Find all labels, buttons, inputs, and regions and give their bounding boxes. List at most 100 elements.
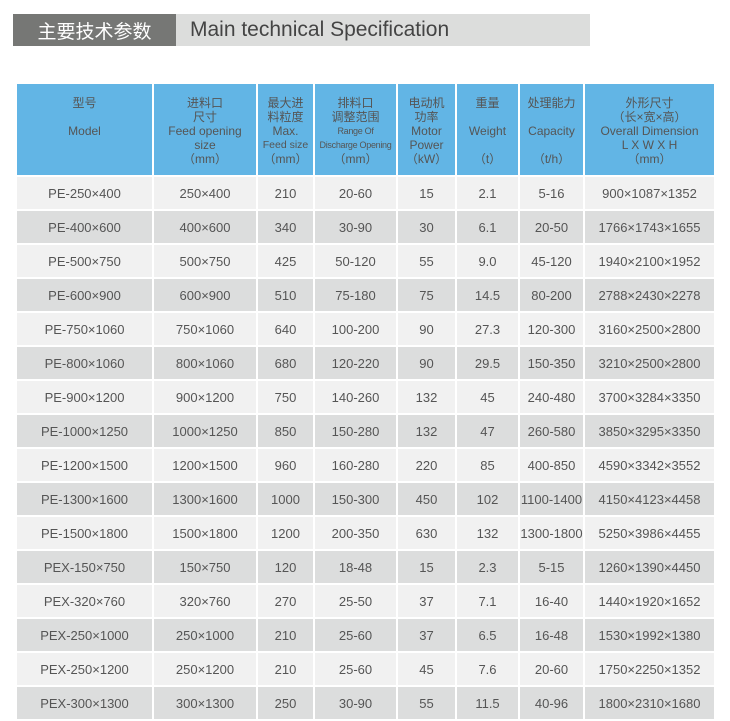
cell-capacity: 260-580 xyxy=(518,413,585,449)
header-line: Power xyxy=(409,138,444,152)
cell-capacity: 20-60 xyxy=(518,651,585,687)
header-line xyxy=(520,110,583,124)
header-line: （长×宽×高） xyxy=(612,110,687,124)
header-max-feed-size: 最大进 料粒度 Max. Feed size （mm） xyxy=(256,82,315,177)
header-line xyxy=(457,110,518,124)
cell-discharge-range: 25-50 xyxy=(313,583,398,619)
cell-capacity: 1300-1800 xyxy=(518,515,585,551)
header-line: 电动机 xyxy=(408,96,445,110)
cell-capacity: 400-850 xyxy=(518,447,585,483)
cell-max-feed-size: 1000 xyxy=(256,481,315,517)
cell-motor-power: 90 xyxy=(396,345,457,381)
cell-discharge-range: 25-60 xyxy=(313,617,398,653)
cell-motor-power: 450 xyxy=(396,481,457,517)
cell-discharge-range: 30-90 xyxy=(313,209,398,245)
cell-capacity: 16-48 xyxy=(518,617,585,653)
cell-feed-opening: 250×400 xyxy=(152,175,258,211)
header-line: （mm） xyxy=(333,152,378,166)
cell-weight: 29.5 xyxy=(455,345,520,381)
cell-feed-opening: 1300×1600 xyxy=(152,481,258,517)
cell-overall-dimension: 4150×4123×4458 xyxy=(583,481,716,517)
cell-motor-power: 55 xyxy=(396,685,457,721)
cell-capacity: 16-40 xyxy=(518,583,585,619)
table-row: PEX-250×1200 250×1200 210 25-60 45 7.6 20-60 17… xyxy=(15,651,716,687)
cell-max-feed-size: 1200 xyxy=(256,515,315,551)
cell-model: PE-800×1060 xyxy=(15,345,154,381)
cell-motor-power: 15 xyxy=(396,549,457,585)
cell-weight: 45 xyxy=(455,379,520,415)
header-line: （mm） xyxy=(263,152,308,166)
cell-discharge-range: 18-48 xyxy=(313,549,398,585)
cell-feed-opening: 1500×1800 xyxy=(152,515,258,551)
cell-model: PE-1300×1600 xyxy=(15,481,154,517)
header-line: size xyxy=(194,138,216,152)
title-chinese: 主要技术参数 xyxy=(13,14,176,46)
table-body: PE-250×400 250×400 210 20-60 15 2.1 5-16 900×10… xyxy=(15,175,716,721)
cell-discharge-range: 140-260 xyxy=(313,379,398,415)
cell-model: PEX-300×1300 xyxy=(15,685,154,721)
cell-weight: 7.1 xyxy=(455,583,520,619)
header-line: Range Of xyxy=(337,126,374,136)
cell-feed-opening: 1000×1250 xyxy=(152,413,258,449)
header-line: Max. xyxy=(272,124,299,138)
table-row: PE-1200×1500 1200×1500 960 160-280 220 85 400-… xyxy=(15,447,716,483)
table-row: PE-250×400 250×400 210 20-60 15 2.1 5-16 900×10… xyxy=(15,175,716,211)
cell-discharge-range: 100-200 xyxy=(313,311,398,347)
header-weight: 重量 Weight （t） xyxy=(455,82,520,177)
cell-max-feed-size: 120 xyxy=(256,549,315,585)
cell-capacity: 5-16 xyxy=(518,175,585,211)
header-line: （mm） xyxy=(183,152,227,166)
cell-overall-dimension: 1750×2250×1352 xyxy=(583,651,716,687)
cell-capacity: 1100-1400 xyxy=(518,481,585,517)
cell-max-feed-size: 960 xyxy=(256,447,315,483)
table-row: PE-900×1200 900×1200 750 140-260 132 45 240-48… xyxy=(15,379,716,415)
cell-overall-dimension: 1440×1920×1652 xyxy=(583,583,716,619)
title-bar: 主要技术参数 Main technical Specification xyxy=(13,14,590,46)
cell-motor-power: 630 xyxy=(396,515,457,551)
cell-weight: 11.5 xyxy=(455,685,520,721)
cell-feed-opening: 320×760 xyxy=(152,583,258,619)
cell-motor-power: 132 xyxy=(396,379,457,415)
cell-capacity: 40-96 xyxy=(518,685,585,721)
cell-feed-opening: 900×1200 xyxy=(152,379,258,415)
cell-weight: 85 xyxy=(455,447,520,483)
cell-feed-opening: 250×1200 xyxy=(152,651,258,687)
cell-overall-dimension: 1940×2100×1952 xyxy=(583,243,716,279)
cell-discharge-range: 150-300 xyxy=(313,481,398,517)
cell-feed-opening: 400×600 xyxy=(152,209,258,245)
cell-overall-dimension: 1800×2310×1680 xyxy=(583,685,716,721)
table-row: PE-1000×1250 1000×1250 850 150-280 132 47 260-… xyxy=(15,413,716,449)
cell-capacity: 120-300 xyxy=(518,311,585,347)
cell-model: PE-1200×1500 xyxy=(15,447,154,483)
header-line: Overall Dimension xyxy=(600,124,699,138)
header-line: 进料口 xyxy=(186,96,223,110)
header-line: Weight xyxy=(468,124,507,138)
header-line xyxy=(457,138,518,152)
cell-discharge-range: 50-120 xyxy=(313,243,398,279)
cell-motor-power: 220 xyxy=(396,447,457,483)
cell-discharge-range: 75-180 xyxy=(313,277,398,313)
cell-weight: 27.3 xyxy=(455,311,520,347)
cell-overall-dimension: 1260×1390×4450 xyxy=(583,549,716,585)
header-model: 型号 Model xyxy=(15,82,154,177)
table-row: PE-400×600 400×600 340 30-90 30 6.1 20-50 1766×… xyxy=(15,209,716,245)
cell-feed-opening: 600×900 xyxy=(152,277,258,313)
header-line: 料粒度 xyxy=(267,110,304,124)
cell-max-feed-size: 640 xyxy=(256,311,315,347)
cell-discharge-range: 200-350 xyxy=(313,515,398,551)
cell-motor-power: 55 xyxy=(396,243,457,279)
header-line: 重量 xyxy=(475,96,500,110)
header-line xyxy=(17,110,152,124)
header-line: Feed size xyxy=(262,139,309,151)
header-line: 功率 xyxy=(414,110,439,124)
cell-model: PE-600×900 xyxy=(15,277,154,313)
cell-motor-power: 37 xyxy=(396,583,457,619)
header-line: 最大进 xyxy=(267,96,304,110)
cell-feed-opening: 500×750 xyxy=(152,243,258,279)
cell-weight: 9.0 xyxy=(455,243,520,279)
cell-discharge-range: 25-60 xyxy=(313,651,398,687)
cell-weight: 6.1 xyxy=(455,209,520,245)
cell-model: PE-1000×1250 xyxy=(15,413,154,449)
cell-max-feed-size: 510 xyxy=(256,277,315,313)
cell-motor-power: 37 xyxy=(396,617,457,653)
